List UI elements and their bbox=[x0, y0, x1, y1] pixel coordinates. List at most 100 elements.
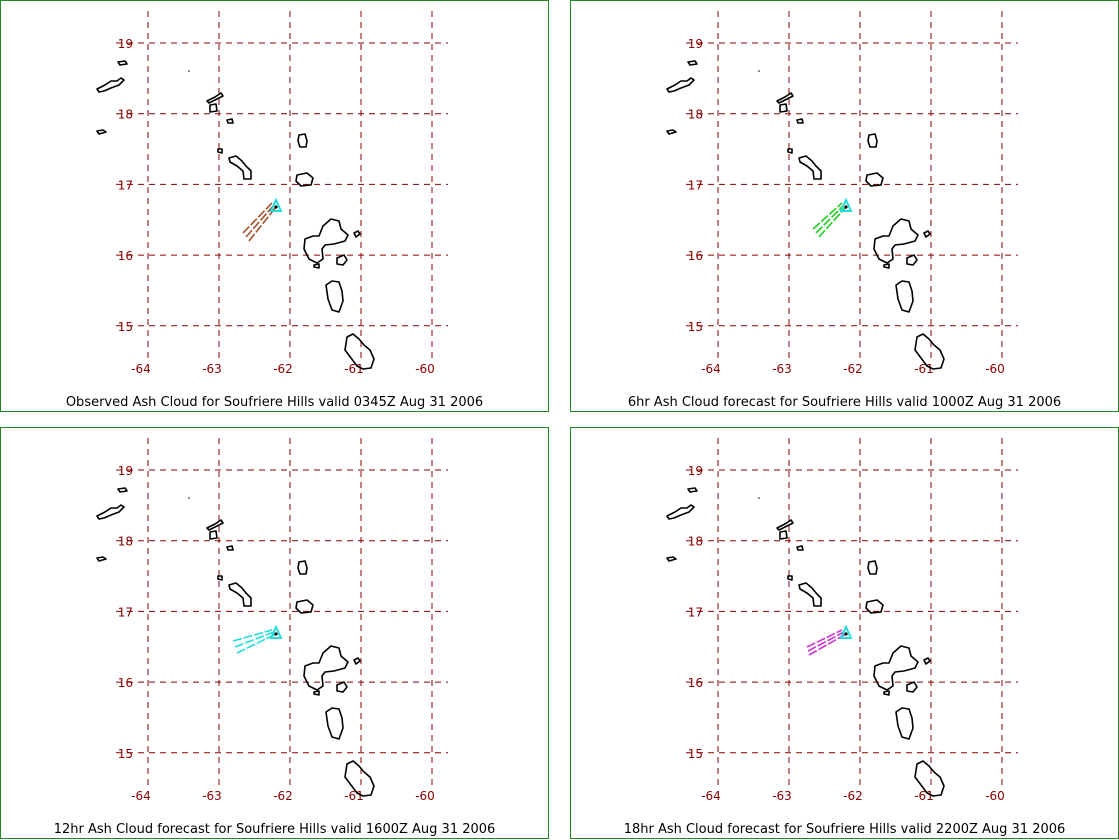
guadeloupe-coast bbox=[873, 218, 919, 264]
latitude-label: 16 bbox=[118, 249, 133, 263]
islet-coast bbox=[96, 556, 107, 562]
longitude-label: -60 bbox=[415, 362, 435, 376]
virgin-islands-coast bbox=[666, 77, 695, 93]
longitude-label: -63 bbox=[202, 789, 222, 803]
guadeloupe-coast bbox=[303, 645, 349, 691]
islet-coast bbox=[787, 575, 793, 581]
longitude-label: -64 bbox=[131, 789, 151, 803]
coastlines bbox=[96, 487, 375, 797]
islet-dot bbox=[188, 70, 190, 72]
latitude-label: 19 bbox=[688, 464, 703, 478]
latitude-label: 15 bbox=[118, 747, 133, 761]
islet-coast bbox=[313, 690, 320, 696]
marie-galante-coast bbox=[336, 681, 348, 693]
latitude-label: 19 bbox=[118, 464, 133, 478]
volcano-triangle-icon bbox=[839, 197, 853, 212]
ash-cloud-contour bbox=[232, 629, 273, 642]
st-martin-coast bbox=[209, 530, 218, 540]
latitude-label: 19 bbox=[688, 37, 703, 51]
map-canvas: 19 18 17 16 15 -64 -63 -62 -61 -60 bbox=[96, 11, 448, 376]
volcano-marker bbox=[269, 197, 283, 212]
ash-cloud-contour bbox=[812, 202, 843, 230]
ash-cloud-contour bbox=[808, 633, 847, 656]
barbuda-coast bbox=[297, 560, 308, 575]
volcano-marker bbox=[269, 624, 283, 639]
map-panel-12hr: 19 18 17 16 15 -64 -63 -62 -61 -60 12hr Ash Cloud… bbox=[0, 427, 549, 839]
islet-coast bbox=[217, 148, 223, 154]
guadeloupe-coast bbox=[303, 218, 349, 264]
map-canvas: 19 18 17 16 15 -64 -63 -62 -61 -60 bbox=[666, 438, 1018, 803]
islet-dot bbox=[758, 70, 760, 72]
longitude-label: -61 bbox=[344, 362, 364, 376]
islet-coast bbox=[217, 575, 223, 581]
ash-cloud-outline bbox=[242, 202, 277, 242]
st-kitts-nevis-coast bbox=[798, 155, 822, 180]
islet-dot bbox=[758, 497, 760, 499]
latitude-label: 16 bbox=[688, 249, 703, 263]
anguilla-coast bbox=[206, 92, 224, 104]
longitude-label: -63 bbox=[772, 362, 792, 376]
graticule bbox=[116, 438, 448, 786]
longitude-label: -61 bbox=[914, 362, 934, 376]
volcano-summit-dot bbox=[274, 632, 278, 636]
martinique-coast bbox=[914, 760, 945, 797]
latitude-label: 17 bbox=[118, 605, 133, 619]
volcano-triangle-icon bbox=[269, 624, 283, 639]
marie-galante-coast bbox=[906, 681, 918, 693]
st-martin-coast bbox=[779, 530, 788, 540]
latitude-label: 18 bbox=[688, 108, 703, 122]
dominica-coast bbox=[895, 280, 914, 313]
graticule bbox=[116, 11, 448, 359]
longitude-label: -63 bbox=[202, 362, 222, 376]
anguilla-coast bbox=[776, 519, 794, 531]
longitude-label: -60 bbox=[415, 789, 435, 803]
islet-coast bbox=[353, 657, 361, 665]
latitude-label: 17 bbox=[118, 178, 133, 192]
graticule bbox=[686, 11, 1018, 359]
latitude-label: 17 bbox=[688, 605, 703, 619]
ash-cloud-contour bbox=[806, 629, 843, 648]
virgin-islands-coast bbox=[117, 487, 128, 493]
guadeloupe-coast bbox=[873, 645, 919, 691]
longitude-label: -60 bbox=[985, 362, 1005, 376]
longitude-label: -60 bbox=[985, 789, 1005, 803]
map-panel-observed: 19 18 17 16 15 -64 -63 -62 -61 -60 Observed Ash C… bbox=[0, 0, 549, 412]
panel-caption: 18hr Ash Cloud forecast for Soufriere Hi… bbox=[623, 822, 1066, 837]
ash-cloud-outline bbox=[806, 629, 847, 656]
virgin-islands-coast bbox=[96, 504, 125, 520]
longitude-label: -62 bbox=[273, 789, 293, 803]
volcano-triangle-icon bbox=[839, 624, 853, 639]
longitude-label: -64 bbox=[701, 362, 721, 376]
islet-coast bbox=[796, 545, 804, 551]
map-panel-18hr: 19 18 17 16 15 -64 -63 -62 -61 -60 18hr Ash Cloud… bbox=[570, 427, 1119, 839]
antigua-coast bbox=[295, 172, 314, 187]
longitude-label: -63 bbox=[772, 789, 792, 803]
islet-coast bbox=[666, 129, 677, 135]
virgin-islands-coast bbox=[96, 77, 125, 93]
islet-coast bbox=[883, 690, 890, 696]
islet-coast bbox=[226, 545, 234, 551]
st-kitts-nevis-coast bbox=[798, 582, 822, 607]
martinique-coast bbox=[914, 333, 945, 370]
ash-cloud-contour bbox=[815, 204, 845, 234]
martinique-coast bbox=[344, 333, 375, 370]
panel-caption: 6hr Ash Cloud forecast for Soufriere Hil… bbox=[627, 395, 1062, 410]
antigua-coast bbox=[295, 599, 314, 614]
virgin-islands-coast bbox=[666, 504, 695, 520]
longitude-label: -64 bbox=[131, 362, 151, 376]
coastlines bbox=[666, 60, 945, 370]
volcano-triangle-icon bbox=[269, 197, 283, 212]
st-kitts-nevis-coast bbox=[228, 582, 252, 607]
ash-cloud-contour bbox=[242, 202, 273, 234]
islet-coast bbox=[923, 657, 931, 665]
antigua-coast bbox=[865, 599, 884, 614]
latitude-label: 15 bbox=[688, 747, 703, 761]
islet-coast bbox=[787, 148, 793, 154]
dominica-coast bbox=[325, 280, 344, 313]
antigua-coast bbox=[865, 172, 884, 187]
islet-coast bbox=[313, 263, 320, 269]
coastlines bbox=[96, 60, 375, 370]
islet-coast bbox=[883, 263, 890, 269]
st-martin-coast bbox=[209, 103, 218, 113]
virgin-islands-coast bbox=[117, 60, 128, 66]
